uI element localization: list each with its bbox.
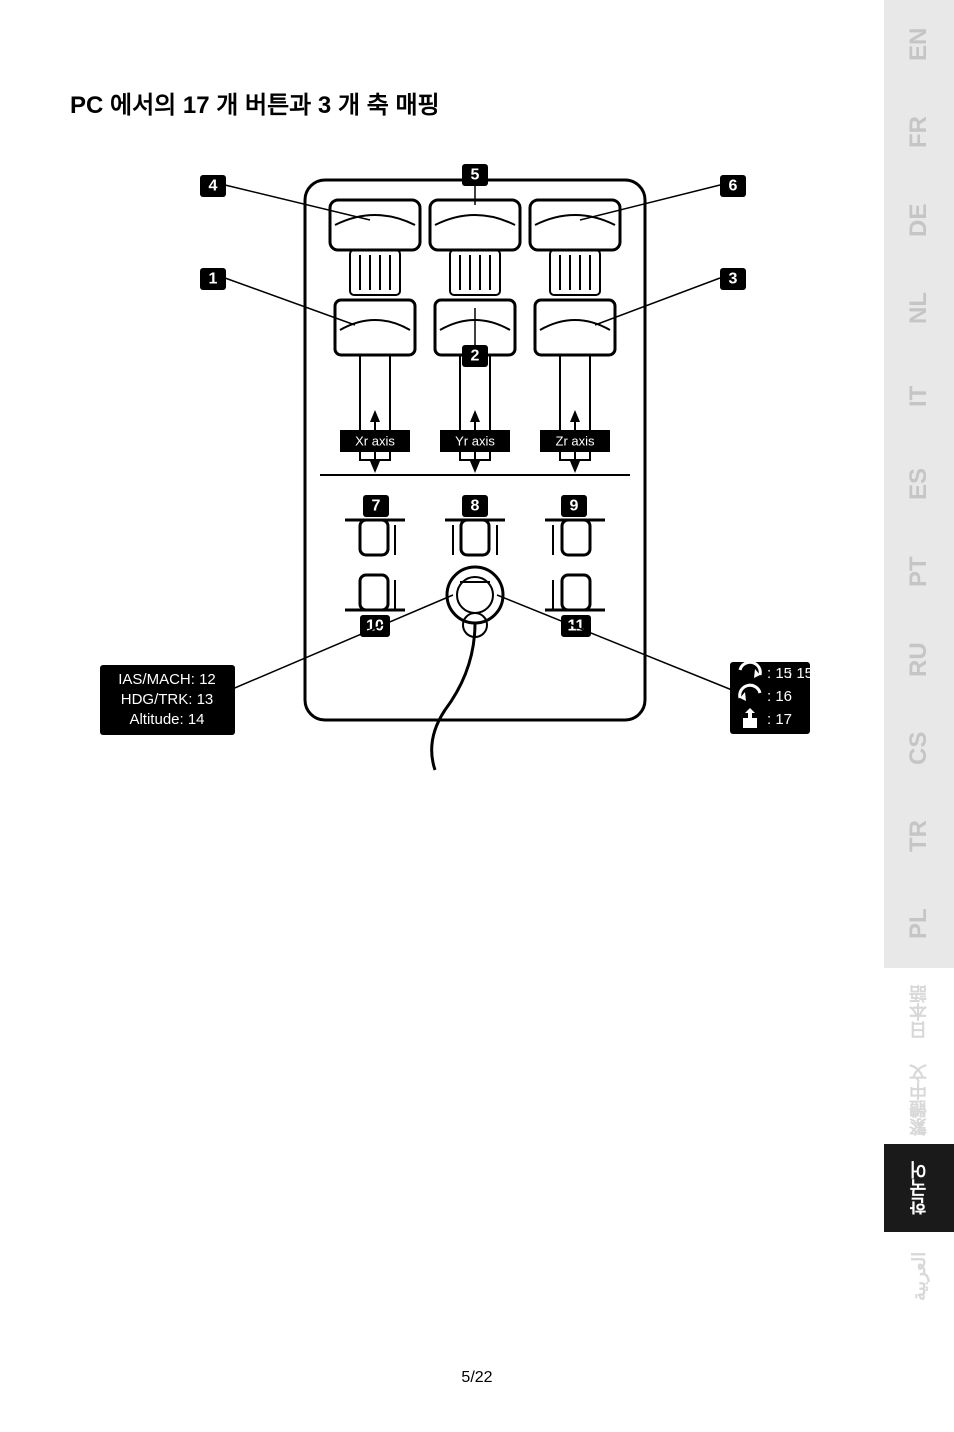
callout-6: 6 [720, 175, 746, 197]
lang-tab-zh[interactable]: 繁體中文 [884, 1056, 954, 1144]
callout-11: 11 [561, 615, 591, 637]
info-box-left: IAS/MACH: 12 HDG/TRK: 13 Altitude: 14 [100, 665, 235, 735]
svg-text:6: 6 [729, 178, 738, 195]
axis-x: Xr axis [340, 410, 410, 473]
page-number: 5/22 [461, 1369, 492, 1387]
svg-text:Yr axis: Yr axis [455, 434, 495, 449]
callout-2: 2 [462, 345, 488, 367]
callout-5: 5 [462, 164, 488, 186]
svg-text:11: 11 [568, 618, 585, 635]
svg-text:7: 7 [372, 498, 381, 515]
lang-tab-fr[interactable]: FR [884, 88, 954, 176]
callout-9: 9 [561, 495, 587, 517]
svg-text:1: 1 [209, 271, 218, 288]
lang-tab-it[interactable]: IT [884, 352, 954, 440]
svg-text:8: 8 [471, 498, 480, 515]
page-title: PC 에서의 17 개 버튼과 3 개 축 매핑 [70, 85, 440, 120]
svg-text:3: 3 [729, 271, 738, 288]
svg-text:4: 4 [209, 178, 218, 195]
callout-4: 4 [200, 175, 226, 197]
lang-tab-cs[interactable]: CS [884, 704, 954, 792]
lang-tab-pl[interactable]: PL [884, 880, 954, 968]
svg-text:IAS/MACH: 12: IAS/MACH: 12 [118, 671, 216, 688]
lang-tab-en[interactable]: EN [884, 0, 954, 88]
callout-7: 7 [363, 495, 389, 517]
lang-tab-ja[interactable]: 日本語 [884, 968, 954, 1056]
axis-z: Zr axis [540, 410, 610, 473]
lang-tab-de[interactable]: DE [884, 176, 954, 264]
svg-text:: 17: : 17 [767, 711, 792, 728]
lang-tab-ru[interactable]: RU [884, 616, 954, 704]
lang-tab-es[interactable]: ES [884, 440, 954, 528]
lang-tab-tr[interactable]: TR [884, 792, 954, 880]
callout-8: 8 [462, 495, 488, 517]
lang-tab-ar[interactable]: العربية [884, 1232, 954, 1320]
svg-text:HDG/TRK: 13: HDG/TRK: 13 [121, 691, 214, 708]
callout-1: 1 [200, 268, 226, 290]
svg-text:: 16: : 16 [767, 688, 792, 705]
language-tabs: EN FR DE NL IT ES PT RU CS TR PL 日本語 繁體中… [884, 0, 954, 1432]
svg-text:Xr axis: Xr axis [355, 434, 395, 449]
lang-tab-nl[interactable]: NL [884, 264, 954, 352]
axis-y: Yr axis [440, 410, 510, 473]
lang-tab-ko[interactable]: 한국어 [884, 1144, 954, 1232]
callout-3: 3 [720, 268, 746, 290]
mapping-diagram: Xr axis Yr axis Zr axis [95, 150, 815, 800]
svg-text:Altitude: 14: Altitude: 14 [129, 711, 204, 728]
lang-tab-pt[interactable]: PT [884, 528, 954, 616]
svg-text:2: 2 [471, 348, 480, 365]
svg-text:Zr axis: Zr axis [556, 434, 596, 449]
svg-text:9: 9 [570, 498, 579, 515]
svg-text:: 15: : 15 [767, 665, 792, 682]
callout-10: 10 [360, 615, 390, 637]
svg-text:5: 5 [471, 167, 480, 184]
info-box-right: : 15 : 15 : 16 : 17 [730, 662, 813, 734]
